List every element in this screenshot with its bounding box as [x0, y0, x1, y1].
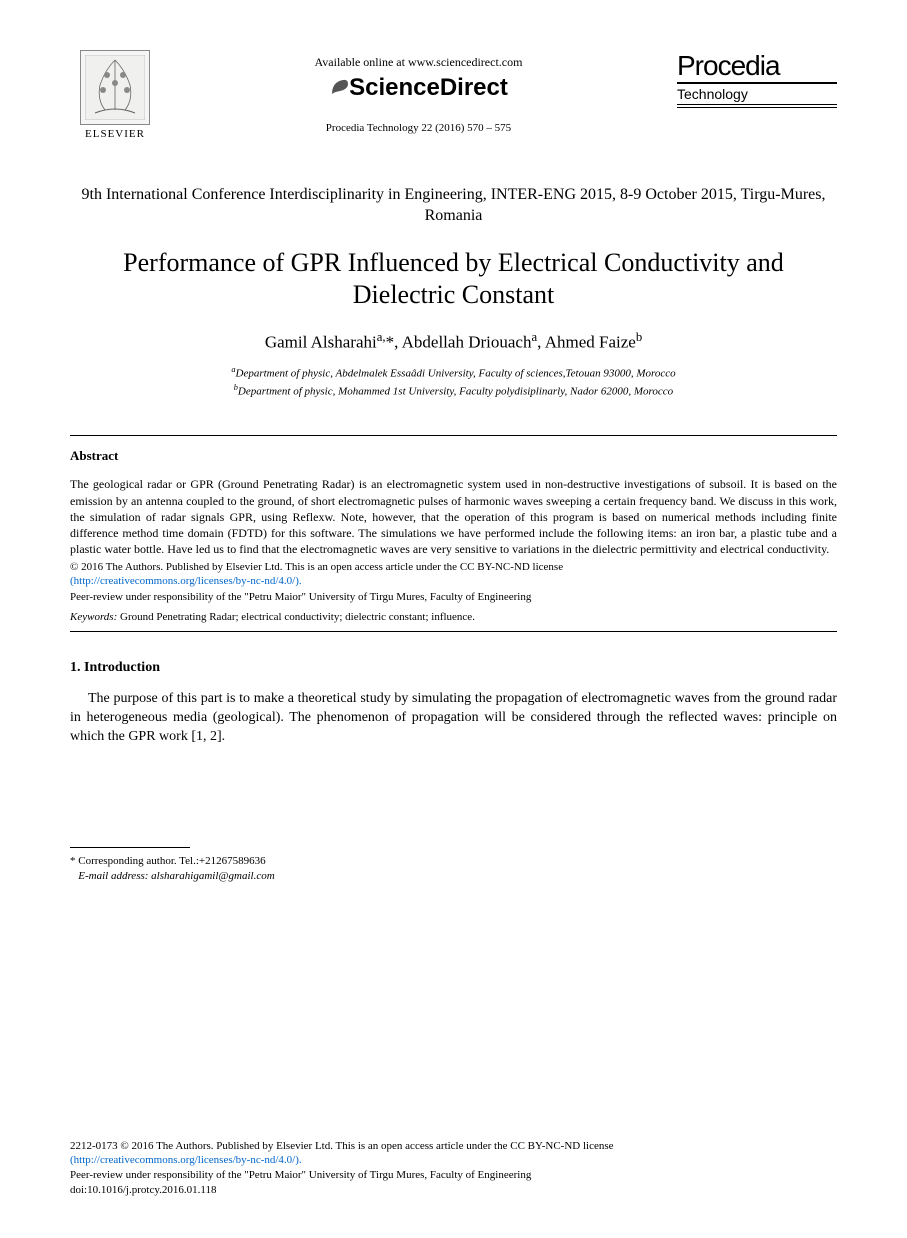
footnote-separator	[70, 847, 190, 848]
abstract-text: The geological radar or GPR (Ground Pene…	[70, 476, 837, 557]
page-footer: 2212-0173 © 2016 The Authors. Published …	[70, 1139, 837, 1198]
center-header: Available online at www.sciencedirect.co…	[160, 50, 677, 134]
section-1-heading: 1. Introduction	[70, 660, 837, 676]
footer-copyright: 2212-0173 © 2016 The Authors. Published …	[70, 1139, 837, 1154]
affiliation-a: aDepartment of physic, Abdelmalek Essaâd…	[70, 364, 837, 382]
elsevier-tree-icon	[80, 50, 150, 125]
email-line: E-mail address: alsharahigamil@gmail.com	[70, 869, 837, 884]
procedia-subtitle: Technology	[677, 82, 837, 108]
license-link[interactable]: (http://creativecommons.org/licenses/by-…	[70, 575, 837, 587]
keywords-text: Ground Penetrating Radar; electrical con…	[117, 611, 475, 623]
procedia-title: Procedia	[677, 50, 837, 82]
intro-paragraph: The purpose of this part is to make a th…	[70, 690, 837, 747]
email-label: E-mail address:	[78, 870, 148, 882]
authors-line: Gamil Alsharahia,*, Abdellah Driouacha, …	[70, 330, 837, 353]
paper-title: Performance of GPR Influenced by Electri…	[70, 247, 837, 312]
divider-top	[70, 435, 837, 436]
footer-license-link[interactable]: (http://creativecommons.org/licenses/by-…	[70, 1153, 837, 1168]
elsevier-label: ELSEVIER	[85, 128, 145, 140]
available-online-text: Available online at www.sciencedirect.co…	[160, 55, 677, 70]
keywords-label: Keywords:	[70, 611, 117, 623]
abstract-heading: Abstract	[70, 448, 837, 464]
sciencedirect-logo: ScienceDirect	[160, 74, 677, 102]
keywords-line: Keywords: Ground Penetrating Radar; elec…	[70, 611, 837, 623]
affiliations: aDepartment of physic, Abdelmalek Essaâd…	[70, 364, 837, 400]
copyright-line-1: © 2016 The Authors. Published by Elsevie…	[70, 560, 837, 575]
divider-bottom	[70, 631, 837, 632]
footnote-block: * Corresponding author. Tel.:+2126758963…	[70, 854, 837, 885]
sciencedirect-text: ScienceDirect	[349, 74, 508, 101]
elsevier-block: ELSEVIER	[70, 50, 160, 140]
affiliation-b: bDepartment of physic, Mohammed 1st Univ…	[70, 382, 837, 400]
footer-doi: doi:10.1016/j.protcy.2016.01.118	[70, 1183, 837, 1198]
peer-review-line: Peer-review under responsibility of the …	[70, 590, 837, 605]
page-header: ELSEVIER Available online at www.science…	[70, 50, 837, 140]
procedia-block: Procedia Technology	[677, 50, 837, 108]
footer-peer-review: Peer-review under responsibility of the …	[70, 1168, 837, 1183]
corresponding-author: * Corresponding author. Tel.:+2126758963…	[70, 854, 837, 869]
citation-line: Procedia Technology 22 (2016) 570 – 575	[160, 122, 677, 134]
email-address: alsharahigamil@gmail.com	[148, 870, 274, 882]
conference-info: 9th International Conference Interdiscip…	[70, 185, 837, 227]
